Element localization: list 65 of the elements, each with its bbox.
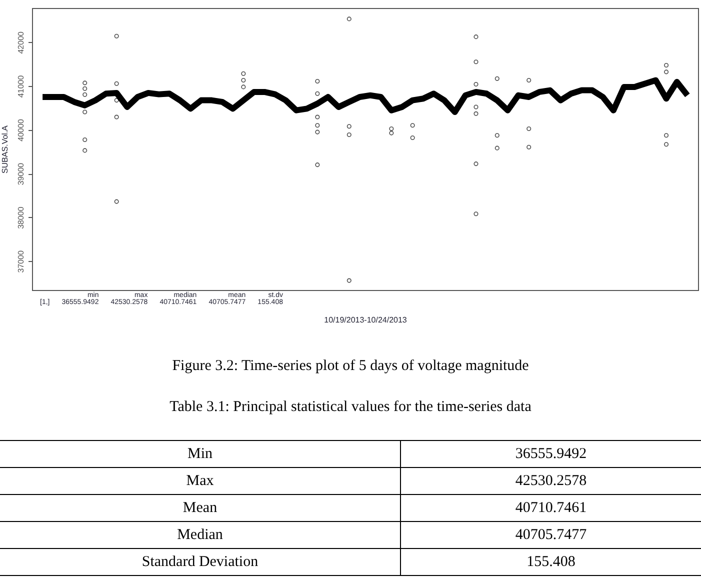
point <box>82 137 88 142</box>
point <box>664 70 669 74</box>
text: Mean <box>0 494 400 522</box>
point <box>315 114 320 120</box>
point <box>315 91 320 96</box>
point <box>474 111 478 116</box>
point <box>389 130 394 136</box>
y-tick-label: 41000 <box>16 74 26 98</box>
y-axis-title: SUBAS.Vol.A <box>0 124 10 174</box>
point <box>474 60 478 64</box>
point <box>346 124 352 129</box>
y-tick-label: 37000 <box>16 250 26 273</box>
text: 40710.7461 <box>400 494 701 522</box>
point <box>315 162 320 168</box>
text: 40705.7477 <box>400 522 701 548</box>
y-tick-label: 38000 <box>16 206 26 229</box>
point <box>315 130 320 134</box>
point <box>315 123 320 128</box>
point <box>526 144 532 150</box>
x-axis-title: 10/19/2013-10/24/2013 <box>324 316 408 324</box>
text: Median <box>0 522 400 548</box>
point <box>664 142 669 147</box>
point <box>474 82 478 87</box>
point <box>82 92 88 97</box>
point <box>114 114 119 120</box>
point <box>494 146 500 150</box>
point <box>315 78 320 84</box>
point <box>474 212 478 216</box>
point <box>474 162 478 166</box>
text: Standard Deviation <box>0 548 400 576</box>
y-tick-label: 42000 <box>16 30 26 54</box>
text: 42530.2578 <box>400 468 701 494</box>
point <box>474 104 478 110</box>
point <box>82 148 88 153</box>
y-tick-label: 40000 <box>16 118 26 142</box>
text: Min <box>0 440 400 468</box>
point <box>346 278 352 283</box>
point <box>241 78 246 83</box>
point <box>241 84 246 90</box>
point <box>82 80 88 86</box>
point <box>114 34 119 38</box>
point <box>82 86 88 91</box>
point <box>241 71 246 76</box>
point <box>389 126 394 131</box>
point <box>494 133 500 138</box>
point <box>664 133 669 138</box>
point <box>526 78 532 83</box>
point <box>114 199 119 204</box>
point <box>346 132 352 137</box>
point <box>410 135 415 140</box>
point <box>346 16 352 22</box>
caption: Figure 3.2: Time-series plot of 5 days of voltage magnitude <box>171 358 530 375</box>
point <box>82 110 88 114</box>
point <box>114 81 119 86</box>
point <box>664 62 669 68</box>
point <box>526 126 532 131</box>
point <box>410 123 415 128</box>
text: 155.408 <box>400 548 701 576</box>
text: 36555.9492 <box>400 440 701 468</box>
point <box>494 76 500 81</box>
caption: Table 3.1: Principal statistical values for the time-series data <box>168 399 532 416</box>
point <box>474 34 478 40</box>
point <box>114 98 119 103</box>
text: Max <box>0 468 400 494</box>
y-tick-label: 39000 <box>16 162 26 186</box>
